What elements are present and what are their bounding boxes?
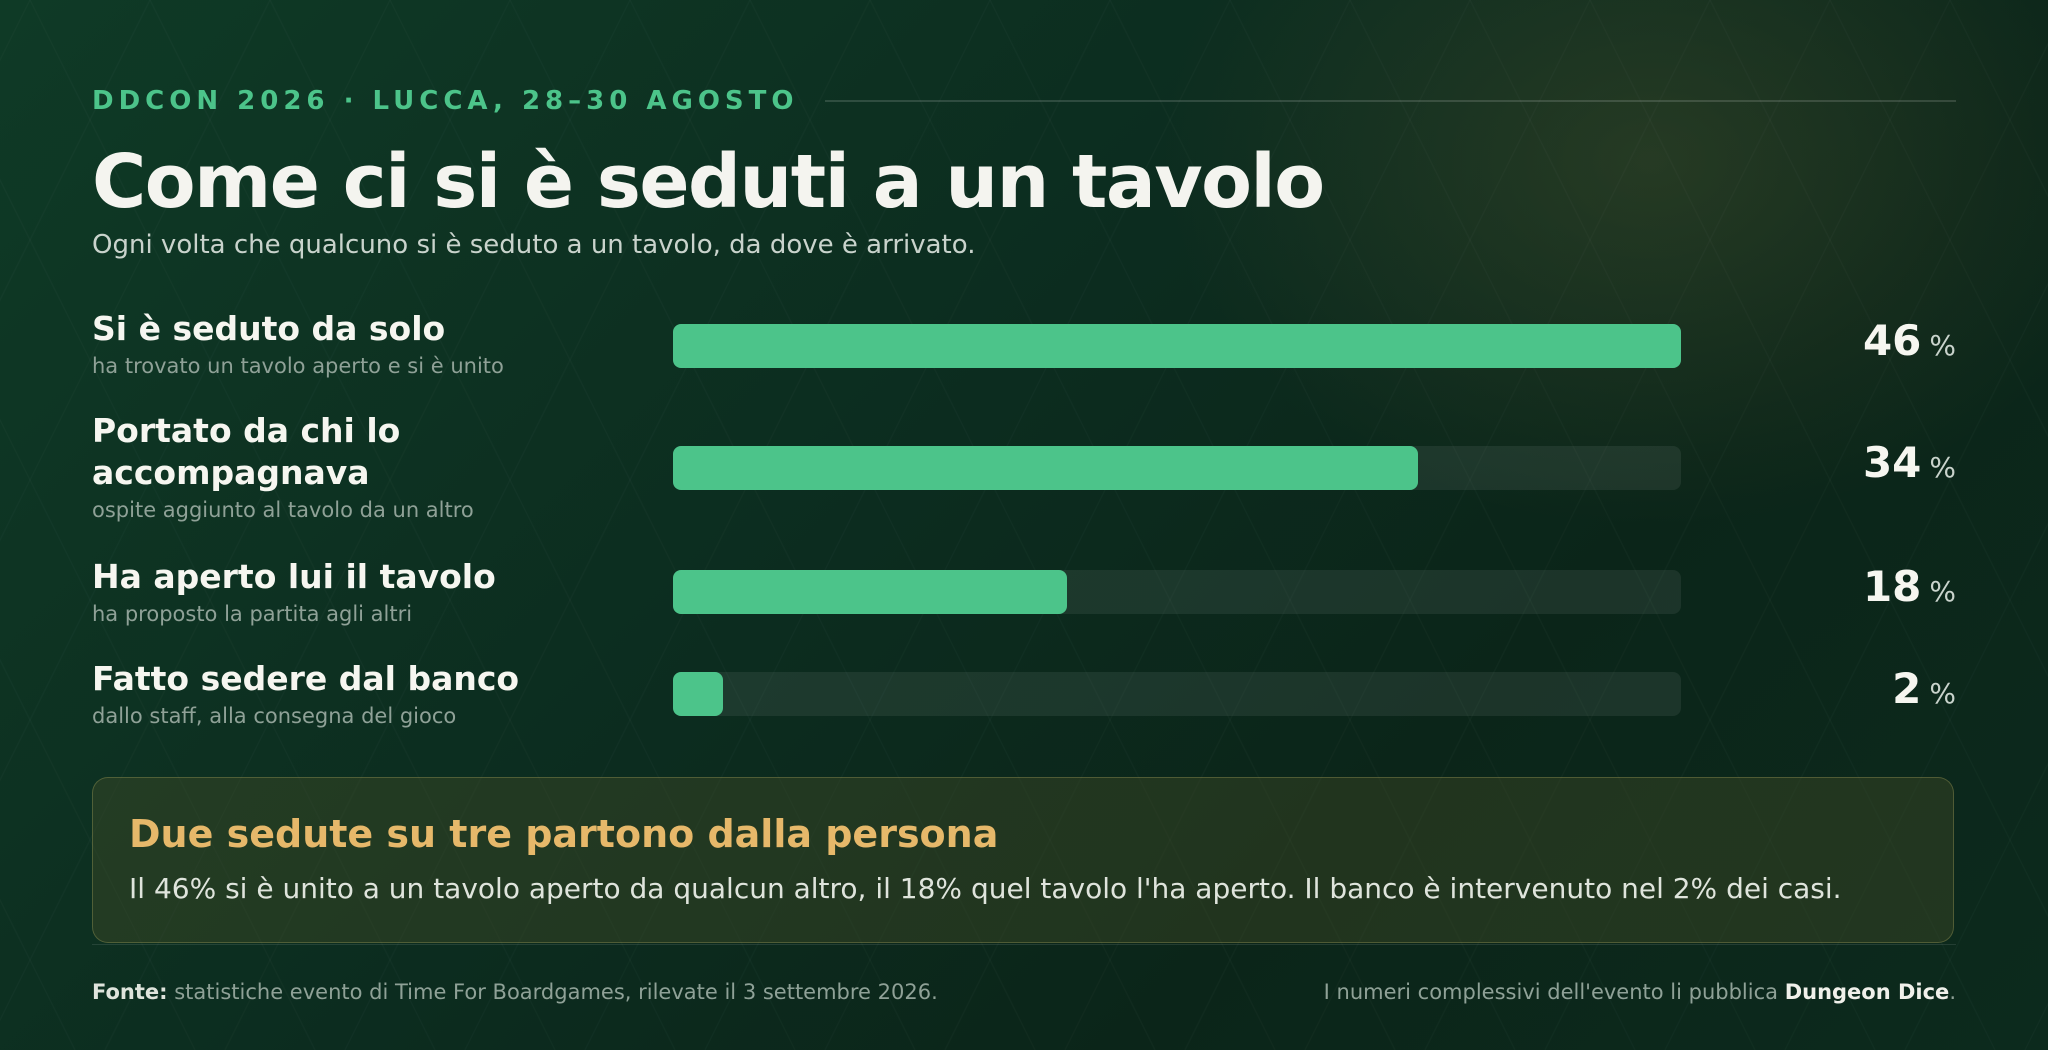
bar bbox=[673, 446, 1419, 490]
row-label: Ha aperto lui il tavolo ha proposto la pa… bbox=[92, 556, 612, 628]
value-label: 46% bbox=[1796, 316, 1956, 365]
category-subtitle: ha trovato un tavolo aperto e si è unito bbox=[92, 354, 504, 378]
note-text: I numeri complessivi dell'evento li pubb… bbox=[1323, 980, 1785, 1004]
category-label: Portato da chi lo accompagnava bbox=[92, 411, 401, 492]
value-number: 18 bbox=[1862, 562, 1922, 611]
category-label: Ha aperto lui il tavolo bbox=[92, 557, 496, 596]
value-label: 18% bbox=[1796, 562, 1956, 611]
value-unit: % bbox=[1929, 575, 1956, 608]
footer-source: Fonte: statistiche evento di Time For Bo… bbox=[92, 980, 938, 1004]
category-subtitle: ha proposto la partita agli altri bbox=[92, 602, 413, 626]
row-label: Portato da chi lo accompagnava ospite agg… bbox=[92, 410, 612, 524]
bar bbox=[673, 672, 723, 716]
row-label: Si è seduto da solo ha trovato un tavolo … bbox=[92, 308, 612, 380]
value-unit: % bbox=[1929, 677, 1956, 710]
bar bbox=[673, 324, 1681, 368]
category-label: Fatto sedere dal banco bbox=[92, 659, 520, 698]
bar-track bbox=[673, 570, 1681, 614]
row-label: Fatto sedere dal banco dallo staff, alla … bbox=[92, 658, 612, 730]
category-subtitle: dallo staff, alla consegna del gioco bbox=[92, 704, 457, 728]
value-number: 46 bbox=[1862, 316, 1922, 365]
eyebrow-row: DDCON 2026 · LUCCA, 28–30 AGOSTO bbox=[92, 84, 1956, 118]
value-label: 34% bbox=[1796, 438, 1956, 487]
value-label: 2% bbox=[1796, 664, 1956, 713]
note-end: . bbox=[1949, 980, 1956, 1004]
value-unit: % bbox=[1929, 451, 1956, 484]
category-subtitle: ospite aggiunto al tavolo da un altro bbox=[92, 498, 474, 522]
page-title: Come ci si è seduti a un tavolo bbox=[92, 139, 1325, 225]
footer-note: I numeri complessivi dell'evento li pubb… bbox=[1324, 980, 1956, 1004]
pattern-line bbox=[0, 0, 30, 1050]
callout-box: Due sedute su tre partono dalla persona … bbox=[92, 777, 1954, 943]
bar-track bbox=[673, 324, 1681, 368]
eyebrow-rule bbox=[824, 100, 1956, 102]
footer-rule bbox=[92, 944, 1956, 945]
bar-track bbox=[673, 672, 1681, 716]
source-text: statistiche evento di Time For Boardgame… bbox=[167, 980, 938, 1004]
pattern-line bbox=[1950, 0, 2048, 1050]
bar bbox=[673, 570, 1068, 614]
category-label: Si è seduto da solo bbox=[92, 309, 446, 348]
note-brand: Dungeon Dice bbox=[1784, 980, 1950, 1004]
value-unit: % bbox=[1929, 329, 1956, 362]
value-number: 34 bbox=[1862, 438, 1922, 487]
source-label: Fonte: bbox=[92, 980, 168, 1004]
eyebrow: DDCON 2026 · LUCCA, 28–30 AGOSTO bbox=[92, 86, 799, 116]
infographic: DDCON 2026 · LUCCA, 28–30 AGOSTO Come ci… bbox=[92, 0, 1956, 1050]
bar-track bbox=[673, 446, 1681, 490]
callout-title: Due sedute su tre partono dalla persona bbox=[129, 812, 999, 856]
callout-body: Il 46% si è unito a un tavolo aperto da … bbox=[129, 872, 1842, 905]
value-number: 2 bbox=[1892, 664, 1922, 713]
page-subtitle: Ogni volta che qualcuno si è seduto a un… bbox=[92, 230, 976, 260]
